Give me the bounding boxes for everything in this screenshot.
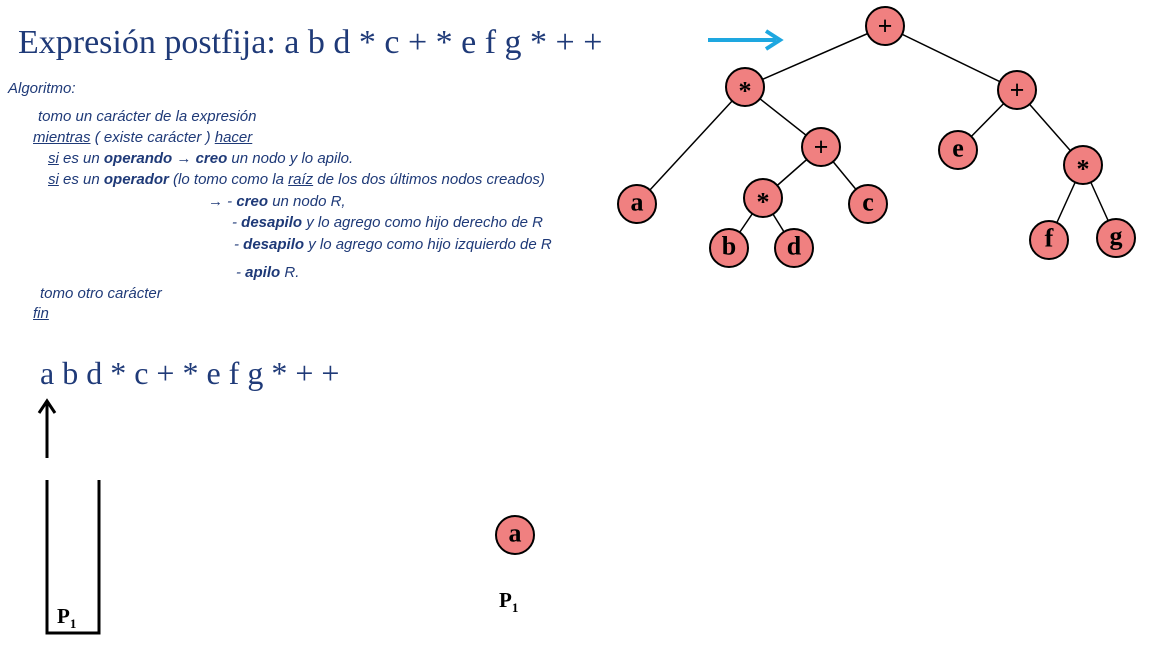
tree-node-e: e — [938, 130, 978, 170]
tree-edge — [636, 86, 746, 205]
algorithm-bold: desapilo — [243, 236, 305, 253]
algorithm-line-7: - desapilo y lo agrego como hijo izquier… — [234, 236, 552, 253]
tree-node-star-3: * — [1063, 145, 1103, 185]
node-label: d — [787, 232, 802, 261]
algorithm-line-2: mientras ( existe carácter ) hacer — [33, 129, 252, 146]
algorithm-text: R. — [280, 264, 300, 281]
node-label: e — [952, 134, 964, 163]
algorithm-line-9: tomo otro carácter — [40, 285, 162, 302]
page-title: Expresión postfija: a b d * c + * e f g … — [18, 24, 603, 61]
algorithm-line-10: fin — [33, 305, 49, 322]
current-node: a — [495, 515, 535, 555]
node-pointer-subscript: 1 — [511, 600, 519, 616]
algorithm-text: ( existe carácter ) — [90, 129, 215, 146]
node-label: + — [878, 12, 893, 41]
postfix-expression: a b d * c + * e f g * + + — [40, 355, 340, 391]
tree-node-plus-mid: + — [801, 127, 841, 167]
tree-node-a: a — [617, 184, 657, 224]
node-label: c — [862, 188, 874, 217]
algorithm-text: - — [232, 214, 242, 231]
algorithm-line-6: - desapilo y lo agrego como hijo derecho… — [232, 214, 543, 231]
keyword-si: si — [48, 150, 59, 167]
node-label: * — [739, 77, 752, 106]
algorithm-text: y lo agrego como hijo derecho de R — [302, 214, 544, 231]
tree-node-f: f — [1029, 220, 1069, 260]
algorithm-text: → - — [208, 193, 237, 210]
node-label: g — [1110, 222, 1123, 251]
right-arrow-icon — [708, 29, 784, 51]
keyword-hacer: hacer — [214, 129, 253, 146]
node-label: a — [631, 188, 644, 217]
expression-tree: + * + + e a * c * b d f g — [617, 6, 1136, 268]
tree-node-plus-right: + — [997, 70, 1037, 110]
keyword-mientras: mientras — [33, 129, 91, 146]
keyword-raiz: raíz — [288, 171, 314, 188]
algorithm-text: es un — [58, 171, 104, 188]
current-node-label: P1 — [499, 588, 518, 616]
algorithm-heading: Algoritmo: — [8, 80, 76, 97]
algorithm-bold: operando — [103, 150, 173, 167]
up-arrow-icon — [37, 398, 57, 458]
algorithm-line-8: - apilo R. — [236, 264, 299, 281]
node-label: + — [814, 133, 829, 162]
algorithm-bold: creo — [195, 150, 228, 167]
algorithm-bold: desapilo — [241, 214, 303, 231]
stack-container — [45, 480, 101, 635]
algorithm-text: - — [236, 264, 246, 281]
node-label: f — [1045, 224, 1054, 253]
algorithm-text: y lo agrego como hijo izquierdo de R — [304, 236, 552, 253]
algorithm-text: - — [234, 236, 244, 253]
keyword-si: si — [48, 171, 59, 188]
algorithm-bold: operador — [103, 171, 169, 188]
tree-node-star-1: * — [725, 67, 765, 107]
algorithm-bold: apilo — [245, 264, 281, 281]
node-label: * — [757, 188, 770, 217]
algorithm-text: un nodo y lo apilo. — [227, 150, 354, 167]
tree-node-d: d — [774, 228, 814, 268]
algorithm-text: → — [172, 150, 196, 167]
stack-element-label: P1 — [57, 604, 76, 632]
node-label: + — [1010, 76, 1025, 105]
algorithm-text: de los dos últimos nodos creados) — [313, 171, 545, 188]
node-label: * — [1077, 155, 1090, 184]
algorithm-line-1: tomo un carácter de la expresión — [38, 108, 257, 125]
algorithm-text: un nodo R, — [268, 193, 346, 210]
node-label: a — [509, 519, 522, 548]
algorithm-bold: creo — [236, 193, 269, 210]
stack-label-text: P — [57, 604, 70, 628]
tree-node-b: b — [709, 228, 749, 268]
algorithm-text: es un — [58, 150, 104, 167]
tree-node-star-2: * — [743, 178, 783, 218]
stack-label-subscript: 1 — [69, 616, 77, 632]
algorithm-text: (lo tomo como la — [168, 171, 289, 188]
algorithm-line-4: si es un operador (lo tomo como la raíz … — [48, 171, 545, 188]
algorithm-line-5: → - creo un nodo R, — [208, 193, 346, 210]
algorithm-line-3: si es un operando → creo un nodo y lo ap… — [48, 150, 353, 167]
tree-node-g: g — [1096, 218, 1136, 258]
tree-node-root: + — [865, 6, 905, 46]
tree-node-c: c — [848, 184, 888, 224]
tree-edge — [744, 25, 886, 88]
tree-edge — [884, 25, 1018, 91]
node-label: b — [722, 232, 736, 261]
node-pointer-text: P — [499, 588, 512, 612]
